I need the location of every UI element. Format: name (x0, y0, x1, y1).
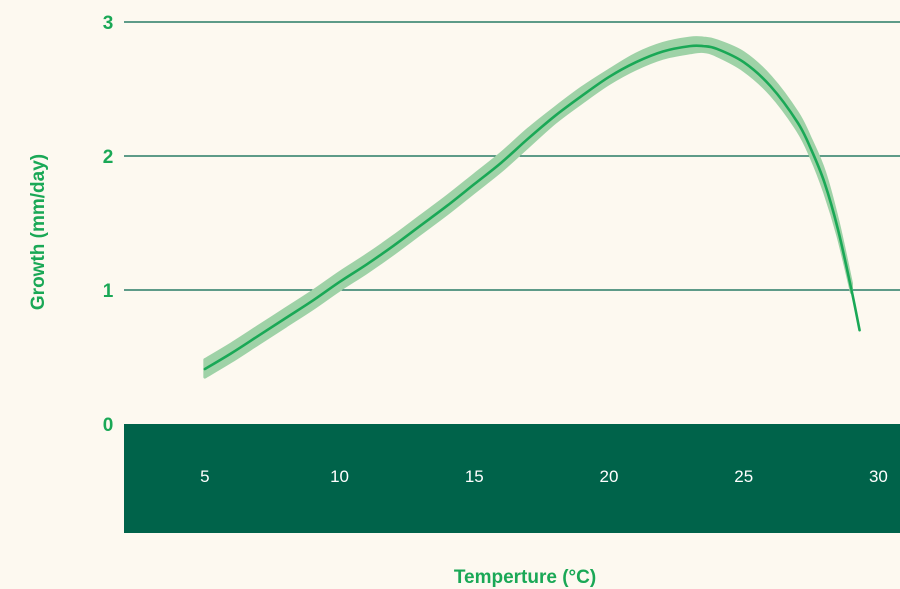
x-tick-label: 30 (869, 467, 888, 486)
x-tick-label: 20 (600, 467, 619, 486)
y-tick-label: 3 (103, 13, 114, 34)
y-axis-title: Growth (mm/day) (28, 154, 49, 310)
y-tick-labels: 0 1 2 3 (103, 13, 114, 436)
x-tick-label: 15 (465, 467, 484, 486)
series-line (203, 44, 861, 371)
x-tick-label: 25 (734, 467, 753, 486)
x-tick-label: 10 (330, 467, 349, 486)
series-layer (203, 36, 861, 379)
y-tick-label: 1 (103, 281, 114, 302)
y-tick-label: 2 (103, 147, 114, 168)
x-tick-labels: 5 10 15 20 25 30 (200, 467, 888, 486)
confidence-band (203, 36, 853, 379)
y-tick-label: 0 (103, 415, 114, 436)
x-axis-band (124, 424, 900, 533)
x-axis-title: Temperture (°C) (454, 567, 596, 588)
x-tick-label: 5 (200, 467, 209, 486)
